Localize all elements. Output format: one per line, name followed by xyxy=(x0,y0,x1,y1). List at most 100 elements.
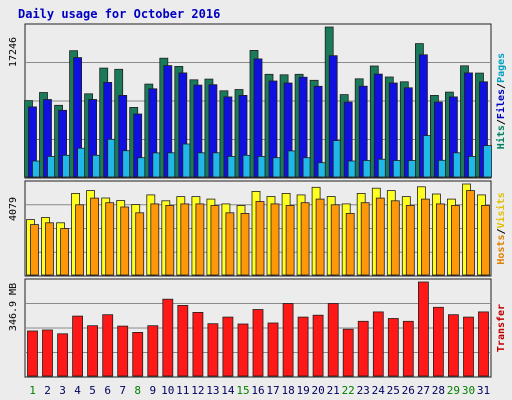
bar-hosts-day-1 xyxy=(30,224,39,276)
bar-hosts-day-26 xyxy=(405,205,415,276)
bar-transfer-day-8 xyxy=(132,331,144,377)
bar-transfer-day-1 xyxy=(27,330,38,377)
bar-transfer-day-21 xyxy=(327,303,339,377)
bar-hosts-day-18 xyxy=(285,205,295,276)
bar-transfer-day-11 xyxy=(177,304,189,377)
x-tick-label: 6 xyxy=(104,384,111,397)
bar-hosts-day-12 xyxy=(195,203,205,276)
legend-transfer: Transfer xyxy=(496,304,507,352)
bar-transfer-day-24 xyxy=(372,311,384,377)
x-tick-label: 18 xyxy=(281,384,294,397)
bar-hosts-day-30 xyxy=(466,190,475,276)
chart-title: Daily usage for October 2016 xyxy=(18,7,221,21)
bar-hosts-day-3 xyxy=(60,228,69,276)
bar-hosts-day-19 xyxy=(300,202,310,276)
x-tick-label: 2 xyxy=(44,384,51,397)
bar-transfer-day-14 xyxy=(222,316,234,377)
x-tick-label: 29 xyxy=(447,384,460,397)
x-tick-label: 17 xyxy=(266,384,279,397)
bar-transfer-day-25 xyxy=(387,318,399,377)
bar-transfer-day-12 xyxy=(192,311,204,377)
bar-hosts-day-28 xyxy=(435,203,445,276)
bar-hosts-day-14 xyxy=(225,212,235,276)
bar-transfer-day-30 xyxy=(463,316,474,377)
legend-visits: Visits xyxy=(495,192,507,228)
bar-transfer-day-31 xyxy=(478,311,489,377)
legend-files: Files xyxy=(495,89,507,119)
bar-transfer-day-26 xyxy=(402,320,414,377)
bar-transfer-day-6 xyxy=(102,314,114,377)
bar-hosts-day-20 xyxy=(315,198,325,276)
bar-hosts-day-25 xyxy=(390,200,400,276)
x-tick-label: 28 xyxy=(432,384,445,397)
legend-pages: Pages xyxy=(496,53,507,83)
x-tick-label: 16 xyxy=(251,384,264,397)
bar-hosts-day-27 xyxy=(420,198,430,276)
bottom-legend-label: Transfer xyxy=(496,304,507,352)
x-tick-label: 1 xyxy=(29,384,36,397)
x-tick-label: 4 xyxy=(74,384,81,397)
x-tick-label: 15 xyxy=(236,384,249,397)
bar-transfer-day-20 xyxy=(312,314,324,377)
x-tick-label: 23 xyxy=(357,384,370,397)
x-tick-label: 13 xyxy=(206,384,219,397)
bar-hosts-day-22 xyxy=(345,212,355,276)
x-tick-label: 19 xyxy=(296,384,309,397)
bar-hosts-day-29 xyxy=(450,205,460,276)
bar-hosts-day-11 xyxy=(180,203,190,276)
x-tick-label: 9 xyxy=(149,384,156,397)
bar-transfer-day-19 xyxy=(297,316,309,377)
bar-transfer-day-4 xyxy=(72,315,83,377)
bar-hosts-day-5 xyxy=(90,197,99,276)
bar-transfer-day-2 xyxy=(42,329,53,377)
bar-transfer-day-17 xyxy=(267,322,279,377)
x-tick-label: 26 xyxy=(402,384,415,397)
x-tick-label: 7 xyxy=(119,384,126,397)
bar-hosts-day-31 xyxy=(481,205,490,276)
bar-pages-day-31 xyxy=(483,145,492,178)
x-tick-label: 22 xyxy=(342,384,355,397)
bar-transfer-day-16 xyxy=(252,309,264,377)
top-legend-separator: / xyxy=(496,83,507,89)
bar-hosts-day-13 xyxy=(210,205,220,276)
x-tick-label: 10 xyxy=(161,384,174,397)
x-tick-label: 12 xyxy=(191,384,204,397)
bar-hosts-day-8 xyxy=(135,212,145,276)
x-tick-label: 25 xyxy=(387,384,400,397)
bar-transfer-day-22 xyxy=(342,328,354,377)
middle-axis-max-label: 4079 xyxy=(8,197,19,221)
bar-hosts-day-17 xyxy=(270,203,280,276)
x-tick-label: 8 xyxy=(134,384,141,397)
x-tick-label: 5 xyxy=(89,384,96,397)
x-tick-label: 20 xyxy=(311,384,324,397)
bar-transfer-day-23 xyxy=(357,320,369,377)
x-tick-label: 30 xyxy=(462,384,475,397)
bar-hosts-day-10 xyxy=(165,205,175,276)
top-legend-label: Hits/Files/Pages xyxy=(495,53,507,149)
bar-transfer-day-3 xyxy=(57,333,68,377)
x-tick-label: 24 xyxy=(372,384,386,397)
bar-transfer-day-27 xyxy=(417,281,429,377)
bar-transfer-day-9 xyxy=(147,325,159,377)
middle-legend-label: Hosts/Visits xyxy=(495,192,507,264)
x-tick-label: 14 xyxy=(221,384,235,397)
bar-transfer-day-7 xyxy=(117,325,129,377)
x-tick-label: 3 xyxy=(59,384,66,397)
bar-transfer-day-15 xyxy=(237,323,249,377)
bar-hosts-day-4 xyxy=(75,204,84,276)
legend-hits: Hits xyxy=(495,125,507,149)
bottom-axis-max-label: 346.9 MB xyxy=(8,283,19,331)
bar-transfer-day-10 xyxy=(162,298,174,377)
bar-hosts-day-15 xyxy=(240,212,250,276)
bar-hosts-day-23 xyxy=(360,202,370,276)
bar-hosts-day-24 xyxy=(375,197,385,276)
x-tick-label: 27 xyxy=(417,384,430,397)
x-tick-label: 31 xyxy=(477,384,490,397)
bar-transfer-day-18 xyxy=(282,303,294,377)
bar-hosts-day-9 xyxy=(150,203,160,276)
bar-transfer-day-28 xyxy=(432,306,444,377)
bar-hosts-day-6 xyxy=(105,202,115,276)
bar-transfer-day-5 xyxy=(87,325,98,377)
